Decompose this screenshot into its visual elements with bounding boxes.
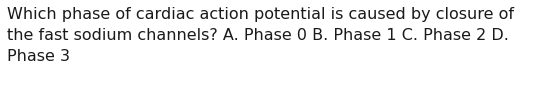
Text: Which phase of cardiac action potential is caused by closure of
the fast sodium : Which phase of cardiac action potential … bbox=[7, 7, 514, 64]
